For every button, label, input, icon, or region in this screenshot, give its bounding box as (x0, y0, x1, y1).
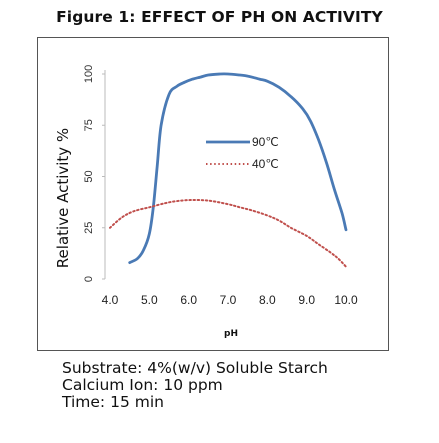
x-tick-label: 5.0 (141, 293, 158, 307)
condition-calcium: Calcium Ion: 10 ppm (62, 376, 223, 394)
x-tick-label: 6.0 (180, 293, 197, 307)
x-tick-label: 7.0 (220, 293, 237, 307)
x-tick-label: 8.0 (259, 293, 276, 307)
figure-title: Figure 1: EFFECT OF PH ON ACTIVITY (56, 8, 383, 26)
y-tick-label: 0 (83, 276, 95, 282)
x-axis-label: pH (224, 329, 238, 339)
series-line-40c (109, 198, 347, 268)
x-tick-label: 9.0 (298, 293, 315, 307)
y-tick-label: 50 (83, 170, 95, 182)
y-tick-label: 25 (83, 222, 95, 234)
x-tick-label: 4.0 (102, 293, 119, 307)
series-line-90c (128, 72, 348, 264)
legend-label-90c: 90℃ (252, 135, 279, 149)
chart-frame: 0 25 50 75 100 4.0 5.0 6.0 7.0 8.0 9.0 10.0 90℃ 40℃ … (37, 37, 389, 351)
assay-conditions: Substrate: 4%(w/v) Soluble Starch Calciu… (62, 360, 328, 411)
y-axis-label: Relative Activity % (54, 128, 72, 268)
condition-time: Time: 15 min (62, 393, 164, 411)
y-tick-label: 100 (83, 65, 95, 83)
y-tick-label: 75 (83, 119, 95, 131)
legend-label-40c: 40℃ (252, 157, 279, 171)
x-tick-label: 10.0 (334, 293, 358, 307)
condition-substrate: Substrate: 4%(w/v) Soluble Starch (62, 359, 328, 377)
